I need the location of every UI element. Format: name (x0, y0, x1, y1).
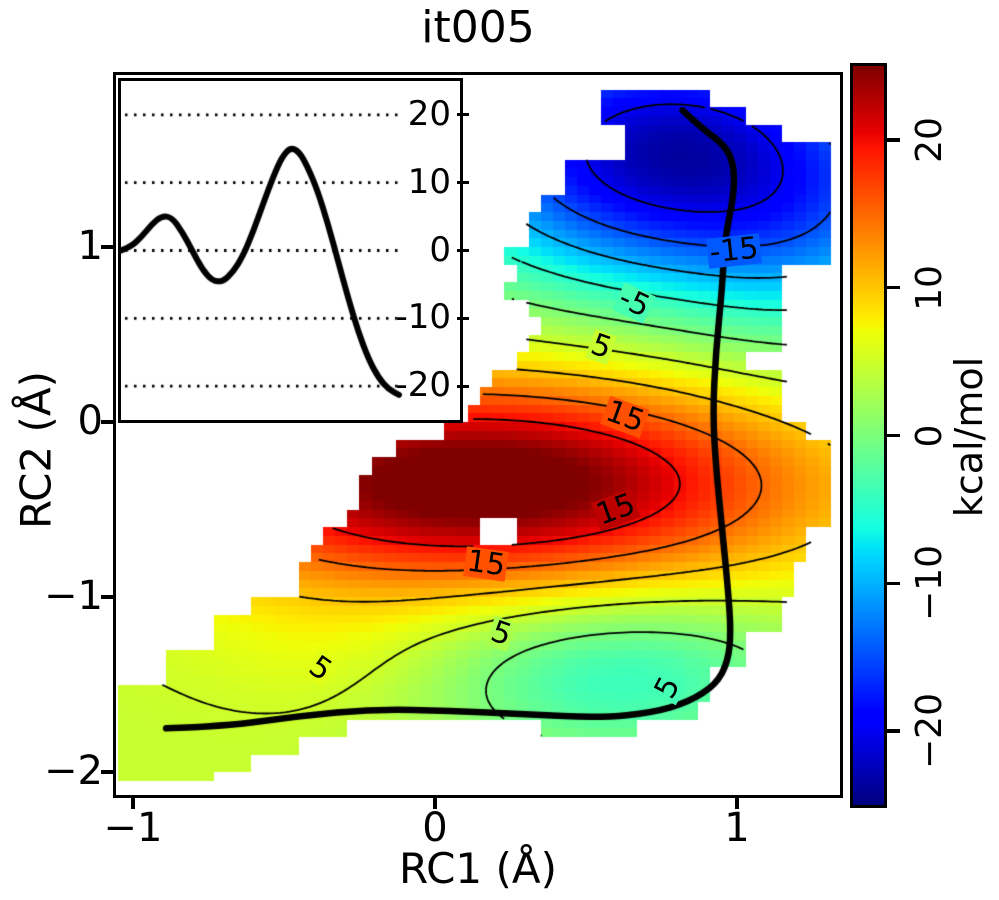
x-tick-label: 0 (422, 805, 448, 851)
inset-tick-mark (457, 113, 469, 117)
colorbar-tick-label: 10 (909, 264, 950, 311)
colorbar-tick-mark (887, 581, 900, 586)
energy-profile-canvas (121, 81, 460, 420)
colorbar-tick-label: −10 (909, 545, 950, 622)
inset-tick-label: 20 (407, 93, 451, 134)
colorbar-tick-label: −20 (909, 693, 950, 770)
x-tick-label: −1 (103, 805, 163, 851)
plot-title: it005 (421, 2, 535, 53)
y-tick-label: −1 (44, 573, 103, 620)
x-tick-mark (131, 795, 135, 809)
x-tick-mark (735, 795, 739, 809)
inset-tick-mark (457, 181, 469, 185)
y-axis-label: RC2 (Å) (11, 371, 61, 529)
colorbar-tick-mark (887, 285, 900, 290)
y-tick-label: 1 (77, 223, 103, 270)
colorbar-tick-label: 20 (909, 116, 950, 163)
y-tick-label: −2 (44, 748, 103, 795)
colorbar-gradient-canvas (853, 66, 884, 805)
inset-tick-label: -10 (395, 297, 451, 338)
colorbar-label: kcal/mol (947, 356, 991, 518)
y-tick-mark (101, 595, 116, 599)
main-plot: -15 -5 5 15 15 15 5 5 5 20 10 0 -10 -20 (116, 75, 840, 795)
inset-tick-label: -20 (395, 365, 451, 406)
x-axis-label: RC1 (Å) (399, 844, 557, 893)
y-tick-mark (101, 420, 116, 424)
colorbar-tick-mark (887, 729, 900, 733)
y-tick-mark (101, 770, 116, 774)
inset-tick-mark (457, 249, 469, 252)
inset-tick-label: 0 (429, 229, 451, 270)
contour-label: 15 (463, 543, 510, 584)
inset-tick-label: 10 (407, 161, 451, 202)
contour-label: -15 (706, 230, 762, 270)
y-tick-mark (101, 245, 116, 249)
colorbar-tick-mark (887, 138, 900, 142)
inset-tick-mark (457, 384, 469, 388)
y-tick-label: 0 (77, 398, 103, 445)
colorbar-tick-mark (887, 433, 900, 438)
x-tick-mark (433, 795, 437, 809)
colorbar (850, 63, 887, 808)
colorbar-tick-label: 0 (909, 424, 950, 447)
inset-tick-mark (457, 316, 469, 320)
x-tick-label: 1 (724, 805, 750, 851)
inset-plot: 20 10 0 -10 -20 (118, 78, 463, 423)
